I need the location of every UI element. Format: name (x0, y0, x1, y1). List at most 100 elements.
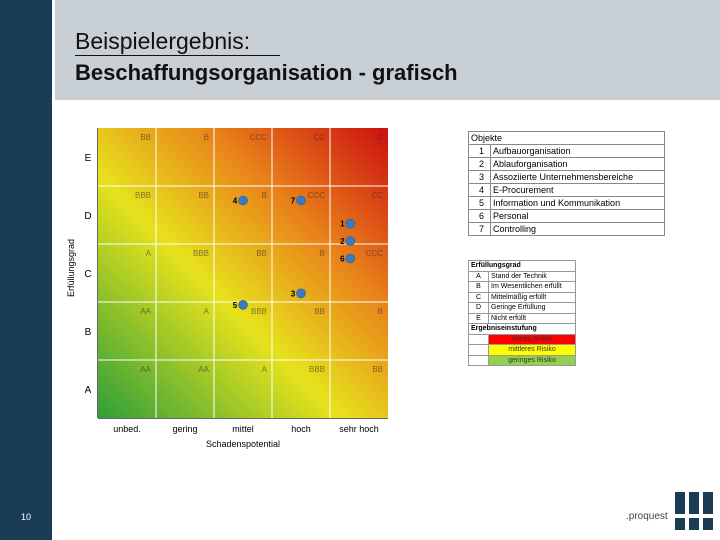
legend-rating-heading: Ergebniseinstufung (468, 323, 576, 335)
legend-key: D (468, 302, 489, 314)
cell-rating-label: B (204, 133, 209, 142)
logo-square (675, 518, 685, 530)
cell-rating-label: CC (313, 133, 325, 142)
x-tick-label: gering (172, 424, 197, 434)
object-label: Personal (490, 209, 665, 223)
legend-rating-row: geringes Risiko (468, 354, 576, 366)
object-label: Information und Kommunikation (490, 196, 665, 210)
logo-square (703, 492, 713, 514)
cell-rating-label: A (146, 249, 152, 258)
objects-table-row: 1 Aufbauorganisation (468, 144, 665, 158)
cell-rating-label: C (377, 133, 383, 142)
y-tick-label: D (84, 211, 91, 222)
x-axis-title: Schadenspotential (206, 439, 280, 449)
object-label: Aufbauorganisation (490, 144, 665, 158)
data-point (296, 195, 306, 206)
logo-square (689, 518, 699, 530)
legend-description: Im Wesentlichen erfüllt (488, 281, 576, 293)
page-number: 10 (20, 512, 31, 522)
object-number: 6 (468, 209, 491, 223)
legend-fulfillment-row: E Nicht erfüllt (468, 312, 576, 324)
data-point-label: 1 (340, 220, 345, 229)
x-tick-label: hoch (291, 424, 311, 434)
data-point-label: 6 (340, 255, 345, 264)
cell-rating-label: CCC (308, 191, 326, 200)
y-tick-label: E (85, 153, 92, 164)
objects-table-row: 6 Personal (468, 209, 665, 223)
cell-rating-label: CCC (250, 133, 268, 142)
data-point-label: 3 (291, 289, 296, 298)
legend-rating-swatch: geringes Risiko (488, 354, 576, 366)
legend-key: E (468, 312, 489, 324)
data-point (345, 218, 356, 229)
legend-rating-empty (468, 344, 489, 356)
objects-table-row: 4 E-Procurement (468, 183, 665, 197)
objects-table: Objekte 1 Aufbauorganisation 2 Ablauforgani… (468, 131, 665, 236)
data-point (296, 288, 306, 299)
x-tick-label: unbed. (113, 424, 141, 434)
cell-rating-label: B (320, 249, 325, 258)
cell-rating-label: BBB (135, 191, 151, 200)
cell-rating-label: AA (140, 307, 151, 316)
cell-rating-label: BB (372, 365, 383, 374)
page-subtitle: Beschaffungsorganisation - grafisch (75, 60, 458, 85)
legend-rating-row: mittleres Risiko (468, 344, 576, 356)
axis-ticks (97, 128, 388, 419)
objects-table-row: 5 Information und Kommunikation (468, 196, 665, 210)
legend-fulfillment-heading: Erfüllungsgrad (468, 260, 576, 272)
cell-rating-label: AA (198, 365, 209, 374)
cell-rating-label: CC (371, 191, 383, 200)
object-number: 1 (468, 144, 491, 158)
legend-rating-empty (468, 354, 489, 366)
y-tick-label: C (84, 269, 91, 280)
legend-fulfillment-row: D Geringe Erfüllung (468, 302, 576, 314)
logo-square (675, 492, 685, 514)
cell-rating-label: A (204, 307, 210, 316)
y-tick-label: A (85, 385, 92, 396)
data-point (238, 195, 248, 206)
legend-fulfillment-header: Erfüllungsgrad (468, 260, 576, 272)
grid-lines (98, 128, 388, 418)
objects-table-row: 3 Assoziierte Unternehmensbereiche (468, 170, 665, 184)
object-label: Ablauforganisation (490, 157, 665, 171)
cell-rating-label: CCC (366, 249, 384, 258)
data-point-label: 5 (233, 301, 238, 310)
data-point (345, 253, 356, 264)
cell-rating-label: BB (314, 307, 325, 316)
object-number: 4 (468, 183, 491, 197)
data-point (238, 300, 248, 310)
object-number: 2 (468, 157, 491, 171)
y-tick-label: B (85, 327, 92, 338)
cell-rating-label: B (262, 191, 267, 200)
legend-table: Erfüllungsgrad A Stand der Technik B Im Wes… (468, 260, 576, 366)
logo-square (703, 518, 713, 530)
legend-rating-row: hohes Risiko (468, 333, 576, 345)
objects-table-header: Objekte (468, 131, 665, 145)
matrix-background (98, 128, 388, 418)
data-point-label: 4 (233, 197, 238, 206)
legend-rating-swatch: mittleres Risiko (488, 344, 576, 356)
legend-description: Stand der Technik (488, 270, 576, 282)
object-number: 7 (468, 222, 491, 236)
cell-rating-label: AA (140, 365, 151, 374)
legend-fulfillment-row: B Im Wesentlichen erfüllt (468, 281, 576, 293)
object-label: Controlling (490, 222, 665, 236)
legend-description: Nicht erfüllt (488, 312, 576, 324)
cell-rating-label: BBB (309, 365, 325, 374)
data-point-label: 7 (291, 197, 296, 206)
y-axis-title: Erfüllungsgrad (66, 239, 76, 297)
x-tick-labels: unbed. gering mittel hoch sehr hoch (113, 424, 379, 434)
objects-heading: Objekte (468, 131, 665, 145)
cell-rating-label: A (262, 365, 268, 374)
page-title: Beispielergebnis: (75, 28, 251, 54)
object-number: 3 (468, 170, 491, 184)
title-underline (75, 55, 280, 56)
legend-fulfillment-row: A Stand der Technik (468, 270, 576, 282)
objects-table-row: 7 Controlling (468, 222, 665, 236)
cell-rating-label: BBB (251, 307, 267, 316)
data-points: 1 2 3 4 5 6 7 (233, 195, 356, 310)
legend-rating-header: Ergebniseinstufung (468, 323, 576, 335)
cell-rating-label: B (378, 307, 383, 316)
